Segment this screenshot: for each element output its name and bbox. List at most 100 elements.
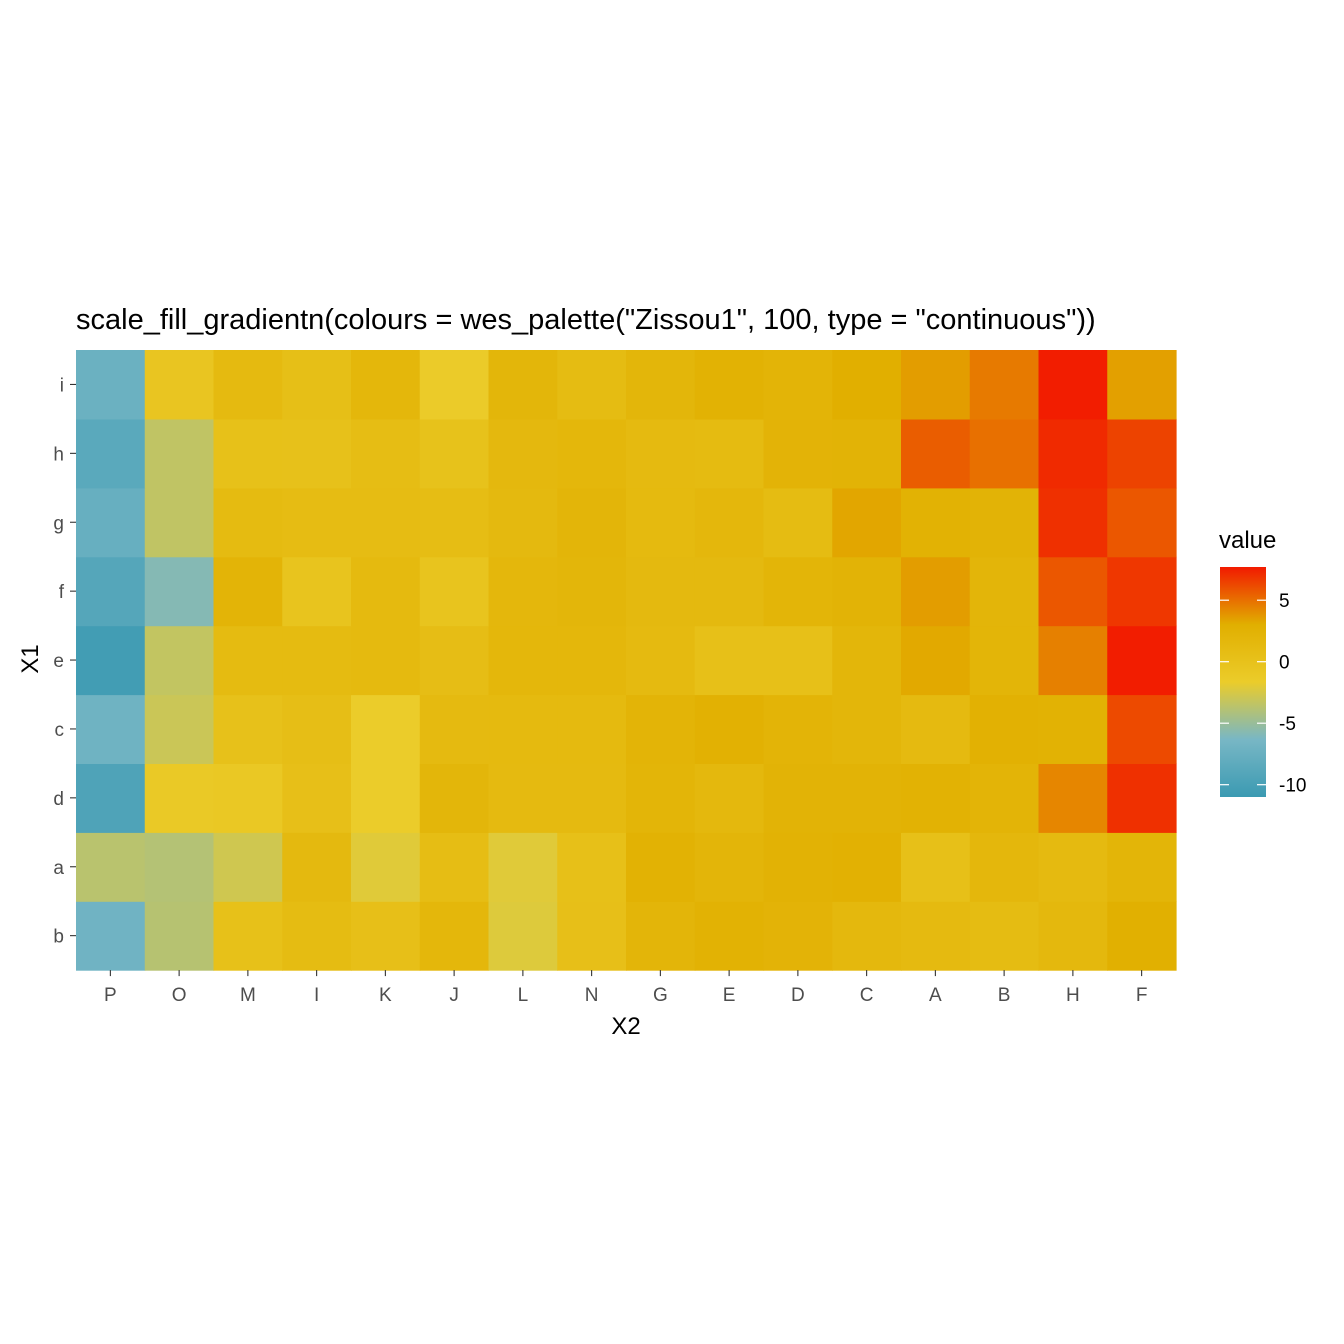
heatmap-cell-h-M bbox=[213, 418, 283, 489]
y-tick-label-b: b bbox=[53, 927, 64, 948]
y-tick-label-d: d bbox=[53, 789, 64, 810]
heatmap-cell-a-I bbox=[282, 832, 352, 902]
heatmap-cell-i-L bbox=[488, 350, 558, 420]
heatmap-cell-g-P bbox=[76, 487, 146, 558]
x-tick-label-G: G bbox=[653, 985, 668, 1006]
heatmap-cell-b-M bbox=[213, 901, 283, 971]
y-axis-title: X1 bbox=[17, 644, 44, 673]
heatmap-cell-i-K bbox=[351, 350, 421, 420]
heatmap-cell-c-B bbox=[969, 694, 1040, 764]
heatmap-cell-g-D bbox=[763, 487, 833, 558]
heatmap-cell-e-H bbox=[1038, 625, 1108, 696]
heatmap-cell-h-G bbox=[626, 418, 696, 489]
heatmap-cell-c-D bbox=[763, 694, 833, 764]
heatmap-cell-f-C bbox=[832, 556, 902, 627]
heatmap-cell-f-I bbox=[282, 556, 352, 627]
heatmap-cell-a-D bbox=[763, 832, 833, 902]
heatmap-cell-h-C bbox=[832, 418, 902, 489]
heatmap-cell-c-F bbox=[1107, 694, 1177, 764]
heatmap-cell-f-A bbox=[901, 556, 971, 627]
heatmap-cell-e-K bbox=[351, 625, 421, 696]
heatmap-cell-i-C bbox=[832, 350, 902, 420]
heatmap-cell-a-N bbox=[557, 832, 627, 902]
y-tick-label-h: h bbox=[53, 444, 64, 465]
heatmap-cell-h-J bbox=[419, 418, 490, 489]
heatmap-cell-g-N bbox=[557, 487, 627, 558]
x-tick-label-E: E bbox=[723, 985, 736, 1006]
heatmap-cell-g-O bbox=[144, 487, 215, 558]
heatmap-cell-g-E bbox=[694, 487, 765, 558]
heatmap-cell-b-P bbox=[76, 901, 146, 971]
heatmap-cell-c-H bbox=[1038, 694, 1108, 764]
legend-tick-label: -10 bbox=[1279, 776, 1306, 797]
heatmap-cell-i-E bbox=[694, 350, 765, 420]
heatmap-cell-g-B bbox=[969, 487, 1040, 558]
heatmap-cell-a-A bbox=[901, 832, 971, 902]
heatmap-cell-c-J bbox=[419, 694, 490, 764]
heatmap-cell-g-M bbox=[213, 487, 283, 558]
x-tick-label-L: L bbox=[518, 985, 529, 1006]
heatmap-cell-h-E bbox=[694, 418, 765, 489]
heatmap-cell-b-J bbox=[419, 901, 490, 971]
heatmap-cell-h-P bbox=[76, 418, 146, 489]
heatmap-cell-c-G bbox=[626, 694, 696, 764]
heatmap-cell-e-P bbox=[76, 625, 146, 696]
heatmap-cell-g-C bbox=[832, 487, 902, 558]
heatmap-cell-g-L bbox=[488, 487, 558, 558]
heatmap-cell-g-I bbox=[282, 487, 352, 558]
heatmap-cell-i-A bbox=[901, 350, 971, 420]
heatmap-cell-a-F bbox=[1107, 832, 1177, 902]
heatmap-cell-e-M bbox=[213, 625, 283, 696]
y-tick-label-e: e bbox=[53, 651, 64, 672]
heatmap-cell-h-O bbox=[144, 418, 215, 489]
heatmap-cell-e-C bbox=[832, 625, 902, 696]
heatmap-cell-d-C bbox=[832, 763, 902, 833]
heatmap-cell-d-J bbox=[419, 763, 490, 833]
heatmap-cell-e-L bbox=[488, 625, 558, 696]
heatmap-cell-a-L bbox=[488, 832, 558, 902]
heatmap-cell-f-N bbox=[557, 556, 627, 627]
heatmap-cell-i-O bbox=[144, 350, 215, 420]
heatmap-cell-d-G bbox=[626, 763, 696, 833]
heatmap-cell-d-P bbox=[76, 763, 146, 833]
heatmap-cell-e-D bbox=[763, 625, 833, 696]
heatmap-cell-f-F bbox=[1107, 556, 1177, 627]
x-tick-label-A: A bbox=[929, 985, 942, 1006]
heatmap-cell-f-B bbox=[969, 556, 1040, 627]
heatmap-cell-a-C bbox=[832, 832, 902, 902]
heatmap-cell-b-O bbox=[144, 901, 215, 971]
y-axis-ticks: b a d c e f g h i bbox=[53, 375, 76, 948]
heatmap-cell-a-B bbox=[969, 832, 1040, 902]
heatmap-cell-h-L bbox=[488, 418, 558, 489]
heatmap-cell-c-C bbox=[832, 694, 902, 764]
heatmap-cell-e-G bbox=[626, 625, 696, 696]
heatmap-cell-e-O bbox=[144, 625, 215, 696]
heatmap-cell-h-K bbox=[351, 418, 421, 489]
heatmap-cell-e-E bbox=[694, 625, 765, 696]
heatmap-cell-b-D bbox=[763, 901, 833, 971]
y-tick-label-g: g bbox=[53, 513, 64, 534]
x-axis-title: X2 bbox=[611, 1013, 640, 1040]
heatmap-cell-f-K bbox=[351, 556, 421, 627]
heatmap-cell-a-G bbox=[626, 832, 696, 902]
heatmap-cell-c-L bbox=[488, 694, 558, 764]
heatmap-cell-b-C bbox=[832, 901, 902, 971]
legend-tick-label: 0 bbox=[1279, 653, 1290, 674]
heatmap-cell-g-G bbox=[626, 487, 696, 558]
heatmap-cell-d-N bbox=[557, 763, 627, 833]
heatmap-cell-d-H bbox=[1038, 763, 1108, 833]
x-tick-label-C: C bbox=[860, 985, 874, 1006]
heatmap-cell-e-N bbox=[557, 625, 627, 696]
heatmap-cell-i-I bbox=[282, 350, 352, 420]
heatmap-cell-h-B bbox=[969, 418, 1040, 489]
heatmap-cell-f-H bbox=[1038, 556, 1108, 627]
heatmap-cell-h-I bbox=[282, 418, 352, 489]
heatmap-cell-c-O bbox=[144, 694, 215, 764]
heatmap-cell-e-B bbox=[969, 625, 1040, 696]
heatmap-cell-b-E bbox=[694, 901, 765, 971]
heatmap-cell-d-D bbox=[763, 763, 833, 833]
heatmap-cell-e-J bbox=[419, 625, 490, 696]
y-tick-label-f: f bbox=[59, 582, 65, 603]
x-tick-label-I: I bbox=[314, 985, 319, 1006]
